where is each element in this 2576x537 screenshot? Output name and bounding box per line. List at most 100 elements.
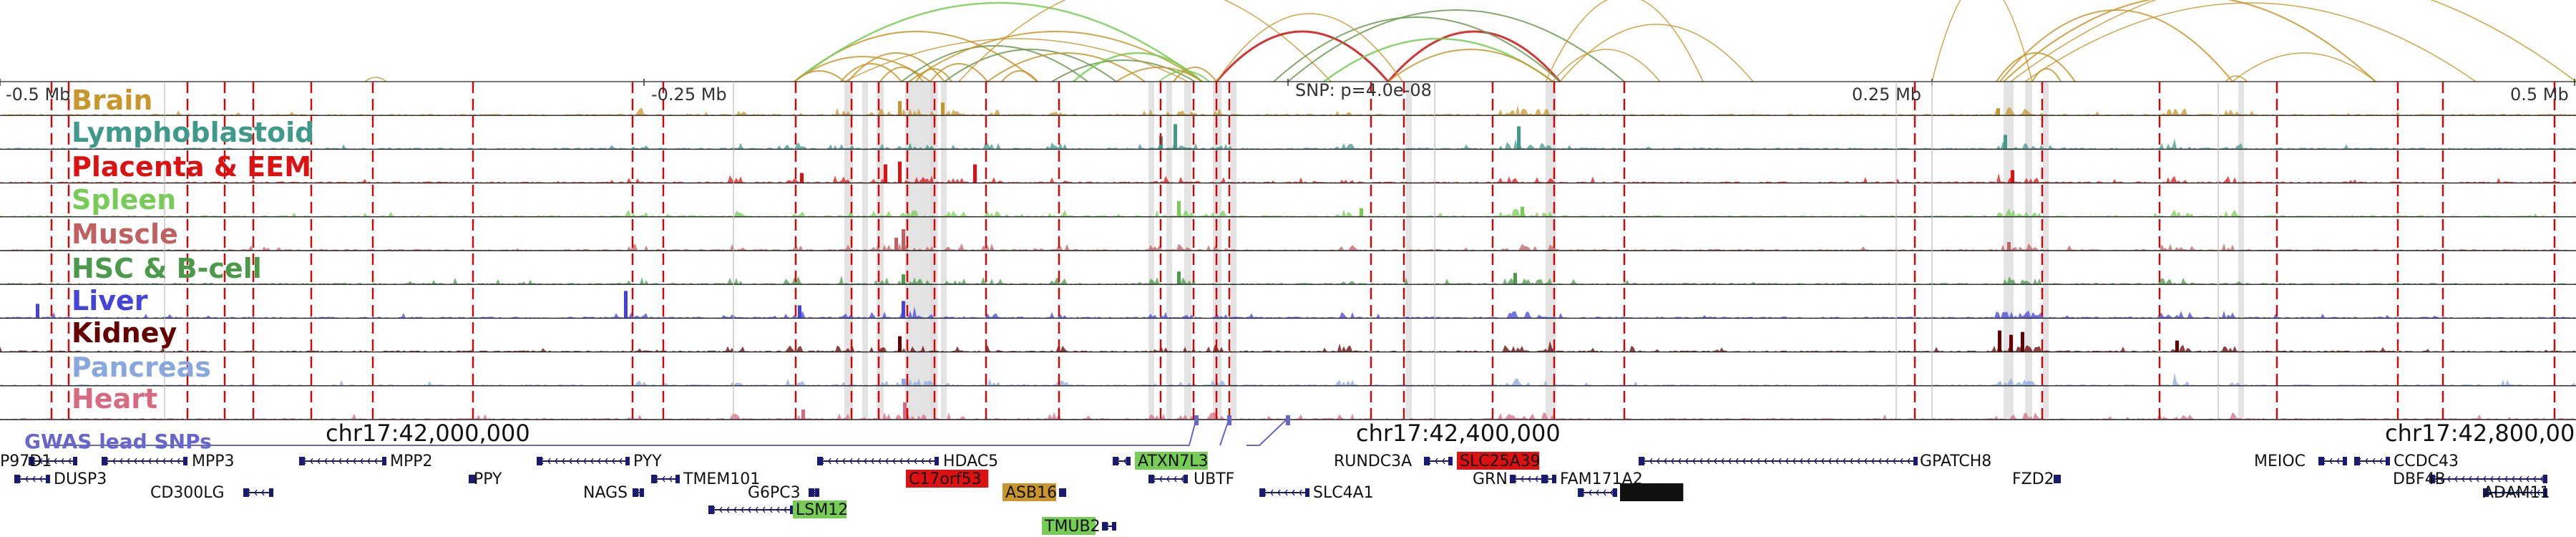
gene-dusp3[interactable]: DUSP3 bbox=[14, 470, 107, 488]
gene-fzd2[interactable]: FZD2 bbox=[2012, 470, 2061, 488]
gene-ccdc43[interactable]: CCDC43 bbox=[2354, 453, 2459, 470]
gene-slc25a39[interactable]: SLC25A39 bbox=[1457, 452, 1541, 470]
strand-chevron bbox=[32, 475, 36, 483]
strand-chevron bbox=[2522, 489, 2526, 496]
gene-p97d1[interactable]: P97D1 bbox=[0, 453, 77, 470]
gene-exon bbox=[640, 488, 644, 497]
strand-chevron bbox=[864, 458, 867, 465]
interaction-arc bbox=[794, 1, 1203, 82]
gene-exon bbox=[2318, 457, 2324, 465]
strand-chevron bbox=[310, 458, 313, 465]
track-peak bbox=[2011, 170, 2014, 183]
interaction-arc bbox=[987, 52, 1146, 82]
gene-ubtf[interactable]: UBTF bbox=[1148, 470, 1234, 488]
track-7 bbox=[0, 330, 2576, 353]
ruler-label-neg-0-25: -0.25 Mb bbox=[651, 84, 727, 105]
strand-chevron bbox=[1907, 458, 1911, 465]
gene-exon bbox=[625, 457, 630, 465]
gene-dbf4b[interactable]: DBF4B bbox=[2393, 470, 2547, 488]
gene-label: MPP3 bbox=[192, 453, 235, 470]
strand-chevron bbox=[619, 458, 623, 465]
gene-exon bbox=[382, 457, 386, 465]
gene-meioc[interactable]: MEIOC bbox=[2254, 453, 2347, 470]
gene-adam11[interactable]: ADAM11 bbox=[2483, 484, 2550, 502]
gene-mpp3[interactable]: MPP3 bbox=[102, 453, 235, 470]
strand-chevron bbox=[148, 458, 152, 465]
gene-label: C17orf53 bbox=[909, 470, 982, 488]
interaction-arc bbox=[1116, 67, 1203, 82]
gene-c17orf53[interactable]: C17orf53 bbox=[906, 470, 989, 488]
track-6 bbox=[0, 291, 2576, 319]
strand-chevron bbox=[254, 489, 258, 496]
strand-chevron bbox=[2447, 475, 2451, 483]
strand-chevron bbox=[835, 458, 839, 465]
interaction-arc bbox=[2010, 0, 2576, 82]
strand-chevron bbox=[2454, 475, 2458, 483]
gene-atxn7l3[interactable]: ATXN7L3 bbox=[1113, 452, 1209, 470]
strand-chevron bbox=[914, 458, 917, 465]
gene-ppy[interactable]: PPY bbox=[469, 470, 502, 488]
interaction-arc bbox=[879, 67, 924, 82]
gene-nags[interactable]: NAGS bbox=[583, 484, 644, 502]
gene-highlight-box bbox=[1042, 517, 1096, 535]
ruler-label-neg-0-5: -0.5 Mb bbox=[6, 84, 70, 105]
gene-cd300lg[interactable]: CD300LG bbox=[150, 484, 273, 502]
track-signal bbox=[0, 276, 2576, 285]
strand-chevron bbox=[1181, 475, 1184, 483]
gene-hdac5[interactable]: HDAC5 bbox=[817, 453, 998, 470]
track-peak bbox=[902, 229, 905, 251]
interaction-arc bbox=[2024, 2, 2477, 82]
gene-rundc3a[interactable]: RUNDC3A bbox=[1334, 453, 1453, 470]
strand-chevron bbox=[1807, 458, 1810, 465]
gene-g6pc3[interactable]: G6PC3 bbox=[748, 484, 819, 502]
gene-pyy[interactable]: PYY bbox=[537, 453, 662, 470]
track-peak bbox=[941, 102, 945, 116]
gene-label: NAGS bbox=[583, 484, 628, 502]
track-peak bbox=[2004, 135, 2007, 150]
gene-exon bbox=[2429, 475, 2435, 483]
ruler-snp-label: SNP: p=4.0e-08 bbox=[1295, 80, 1432, 100]
gene-exon bbox=[790, 505, 794, 514]
strand-chevron bbox=[360, 458, 364, 465]
gene-slc4a1[interactable]: SLC4A1 bbox=[1259, 484, 1374, 502]
track-signal bbox=[0, 340, 2576, 352]
strand-chevron bbox=[762, 506, 766, 513]
gene-gpatch8[interactable]: GPATCH8 bbox=[1639, 453, 1991, 470]
gene-exon bbox=[1639, 457, 1644, 465]
strand-chevron bbox=[590, 458, 594, 465]
gene-exon bbox=[1184, 475, 1188, 483]
strand-chevron bbox=[1596, 489, 1599, 496]
highlight-column bbox=[930, 82, 937, 418]
gene-exon bbox=[2543, 488, 2547, 497]
gene-tmem101[interactable]: TMEM101 bbox=[651, 470, 760, 488]
gene-exon bbox=[1448, 457, 1453, 465]
track-peak bbox=[884, 164, 887, 183]
gene-mpp2[interactable]: MPP2 bbox=[299, 453, 433, 470]
strand-chevron bbox=[1764, 458, 1767, 465]
track-signal bbox=[0, 243, 2576, 251]
gene-grn[interactable]: GRN bbox=[1473, 470, 1546, 488]
gene-label: UBTF bbox=[1194, 470, 1234, 488]
strand-chevron bbox=[1821, 458, 1825, 465]
gene-exon bbox=[1542, 475, 1548, 483]
gene-exon bbox=[102, 457, 107, 465]
gene-tmub2[interactable]: TMUB2 bbox=[1042, 517, 1116, 536]
track-peak bbox=[1360, 208, 1363, 217]
strand-chevron bbox=[1685, 458, 1689, 465]
gene-asb16[interactable]: ASB16 bbox=[1002, 483, 1066, 502]
gene-exon bbox=[1913, 457, 1918, 465]
track-peak bbox=[898, 336, 902, 352]
strand-chevron bbox=[353, 458, 356, 465]
strand-chevron bbox=[2379, 458, 2383, 465]
interaction-arc bbox=[1559, 24, 1754, 82]
strand-chevron bbox=[2494, 489, 2497, 496]
strand-chevron bbox=[597, 458, 601, 465]
gene-label: TMEM101 bbox=[683, 470, 760, 488]
gene-exon bbox=[29, 457, 34, 465]
strand-chevron bbox=[2372, 458, 2376, 465]
gene-label: PYY bbox=[633, 453, 662, 470]
strand-chevron bbox=[47, 458, 50, 465]
strand-chevron bbox=[576, 458, 580, 465]
gene-itga2b[interactable]: ITGA2B bbox=[1578, 483, 1684, 502]
gene-lsm12[interactable]: LSM12 bbox=[708, 500, 848, 519]
